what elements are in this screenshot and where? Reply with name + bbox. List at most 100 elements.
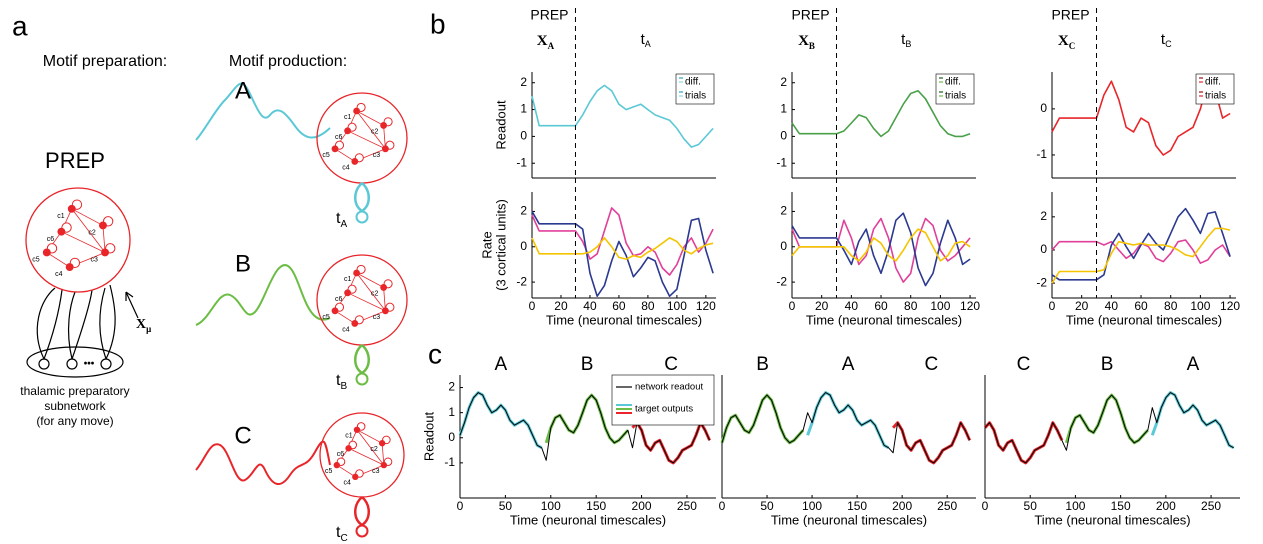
x-tick-label: 50 [1024, 499, 1038, 513]
unit-label: c3 [373, 152, 381, 159]
unit-label: c3 [372, 468, 380, 475]
x-tick-label: 50 [760, 499, 774, 513]
motif-loop [354, 182, 370, 213]
connection [356, 272, 386, 312]
motif-shape [195, 440, 331, 485]
input-sub: B [809, 41, 815, 51]
unit-label: c3 [90, 257, 98, 264]
unit-dot [345, 445, 352, 452]
motif-shape [195, 82, 331, 141]
time-name: t [336, 372, 341, 389]
data-line [1064, 393, 1149, 445]
data-line [791, 228, 971, 262]
prep-label: PREP [530, 7, 568, 23]
y-tick-label: -2 [516, 274, 527, 288]
y-tick-label: 0 [1040, 101, 1047, 115]
x-tick-label: 150 [586, 499, 606, 513]
unit-dot [344, 127, 352, 135]
y-axis-label: Rate [479, 231, 494, 258]
legend-box [1195, 73, 1235, 105]
motif-end [355, 524, 369, 538]
phase-name: t [1161, 31, 1166, 48]
unit-label: c4 [342, 165, 350, 172]
y-axis-label: Readout [421, 412, 436, 462]
segment-label: C [1017, 354, 1031, 375]
y-tick-label: 0 [780, 129, 787, 143]
y-tick-label: 0 [780, 239, 787, 253]
connection [71, 208, 104, 226]
legend-label: target outputs [635, 404, 693, 415]
legend-label: diff. [685, 77, 701, 88]
panel-label: b [430, 8, 446, 39]
x-tick-label: 0 [529, 299, 536, 313]
data-line [459, 392, 711, 464]
motif-shape [195, 264, 331, 326]
x-tick-label: 40 [1105, 299, 1119, 313]
y-tick-label: 0 [520, 129, 527, 143]
x-tick-label: 40 [583, 299, 597, 313]
time-name: t [336, 210, 341, 227]
thalamic-ellipse [26, 346, 124, 378]
connection [334, 310, 356, 324]
segment-label: B [581, 354, 594, 375]
time-sub: B [340, 381, 347, 392]
y-tick-label: 1 [448, 405, 455, 419]
y-tick-label: 0 [448, 430, 455, 444]
legend-box [675, 73, 715, 105]
y-tick-label: -2 [1036, 275, 1047, 289]
legend-label: network readout [635, 382, 703, 393]
connection [348, 447, 385, 466]
heading: Motif production: [229, 53, 347, 70]
unit-dot [351, 319, 359, 327]
data-line [1051, 80, 1231, 156]
x-axis-label: Time (neuronal timescales) [510, 512, 666, 527]
data-line [1051, 207, 1231, 281]
y-tick-label: -1 [1036, 147, 1047, 161]
unit-dot [42, 248, 51, 257]
x-tick-label: 250 [1201, 499, 1221, 513]
legend-box [611, 374, 715, 426]
input-label: XB [798, 33, 815, 51]
legend-label: trials [945, 91, 966, 102]
segment-label: C [925, 354, 939, 375]
unit-label: c2 [370, 446, 378, 453]
x-axis-label: Time (neuronal timescales) [546, 312, 702, 327]
x-tick-label: 50 [499, 499, 513, 513]
unit-dot [380, 121, 388, 129]
input-sub: A [548, 41, 555, 51]
unit-dot [331, 307, 339, 315]
input-label: XC [1058, 33, 1075, 51]
segment-label: C [664, 354, 678, 375]
y-axis-label: (3 cortical units) [493, 199, 508, 291]
projection [36, 284, 116, 360]
x-tick-label: 80 [1164, 299, 1178, 313]
x-tick-label: 100 [667, 299, 687, 313]
y-tick-label: -1 [444, 455, 455, 469]
x-tick-label: 120 [696, 299, 716, 313]
input-name: X [537, 33, 548, 49]
y-tick-label: -2 [776, 274, 787, 288]
x-tick-label: 0 [789, 299, 796, 313]
network-diagram: c1 c2 c3 c4 c5 c6 [316, 92, 408, 184]
x-tick-label: 20 [815, 299, 829, 313]
unit-label: c3 [373, 314, 381, 321]
time-sub: C [340, 533, 347, 544]
thalamic-unit [38, 358, 50, 370]
thalamic-unit [100, 358, 112, 370]
y-tick-label: 0 [520, 239, 527, 253]
motif-time-label: tC [336, 524, 348, 544]
unit-dot [353, 269, 361, 277]
connection [347, 292, 386, 312]
unit-dot [67, 204, 76, 213]
phase-sub: B [905, 39, 911, 49]
phase-label: tC [1161, 31, 1172, 49]
network-diagram: c1 c2 c3 c4 c5 c6 [319, 412, 405, 498]
y-tick-label: 2 [1040, 209, 1047, 223]
data-line [791, 212, 971, 287]
x-tick-label: 0 [719, 499, 726, 513]
phase-label: tA [641, 31, 651, 49]
connection [356, 110, 386, 150]
y-tick-label: 1 [780, 102, 787, 116]
motif-name: C [234, 422, 251, 449]
data-line [721, 392, 971, 464]
